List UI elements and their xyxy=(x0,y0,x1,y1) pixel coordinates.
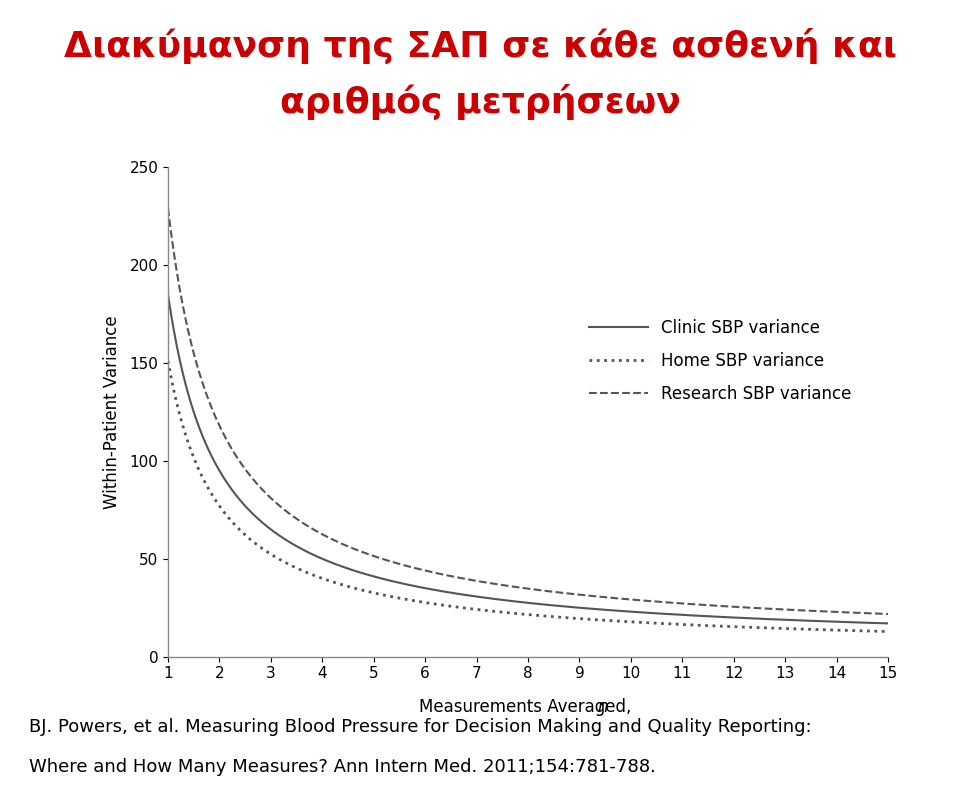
Y-axis label: Within-Patient Variance: Within-Patient Variance xyxy=(103,315,121,509)
Clinic SBP variance xyxy=(590,604,602,614)
Home SBP variance xyxy=(753,622,764,632)
Clinic SBP variance xyxy=(509,596,520,606)
Research SBP variance xyxy=(865,609,876,618)
Research SBP variance xyxy=(552,587,564,597)
Line: Home SBP variance: Home SBP variance xyxy=(168,361,888,631)
Home SBP variance xyxy=(509,609,520,618)
Research SBP variance xyxy=(509,582,520,591)
Research SBP variance xyxy=(882,609,894,618)
Home SBP variance xyxy=(882,626,894,636)
Clinic SBP variance xyxy=(552,601,564,611)
Text: Measurements Averaged,: Measurements Averaged, xyxy=(420,698,636,716)
Text: n: n xyxy=(597,698,608,716)
Home SBP variance xyxy=(504,608,516,618)
Text: αριθμός μετρήσεων: αριθμός μετρήσεων xyxy=(279,84,681,119)
Text: BJ. Powers, et al. Measuring Blood Pressure for Decision Making and Quality Repo: BJ. Powers, et al. Measuring Blood Press… xyxy=(29,718,811,736)
Text: Where and How Many Measures? Ann Intern Med. 2011;154:781-788.: Where and How Many Measures? Ann Intern … xyxy=(29,758,656,776)
Research SBP variance xyxy=(162,204,174,213)
Research SBP variance xyxy=(590,591,602,601)
Legend: Clinic SBP variance, Home SBP variance, Research SBP variance: Clinic SBP variance, Home SBP variance, … xyxy=(583,313,858,410)
Clinic SBP variance xyxy=(162,290,174,299)
Home SBP variance xyxy=(590,615,602,625)
Line: Clinic SBP variance: Clinic SBP variance xyxy=(168,295,888,623)
Home SBP variance xyxy=(865,626,876,636)
Clinic SBP variance xyxy=(882,618,894,628)
Clinic SBP variance xyxy=(865,618,876,628)
Research SBP variance xyxy=(504,581,516,591)
Home SBP variance xyxy=(162,357,174,366)
Line: Research SBP variance: Research SBP variance xyxy=(168,209,888,614)
Clinic SBP variance xyxy=(753,614,764,623)
Text: Διακύμανση της ΣΑΠ σε κάθε ασθενή και: Διακύμανση της ΣΑΠ σε κάθε ασθενή και xyxy=(63,28,897,64)
Home SBP variance xyxy=(552,612,564,622)
Research SBP variance xyxy=(753,603,764,613)
Clinic SBP variance xyxy=(504,596,516,606)
